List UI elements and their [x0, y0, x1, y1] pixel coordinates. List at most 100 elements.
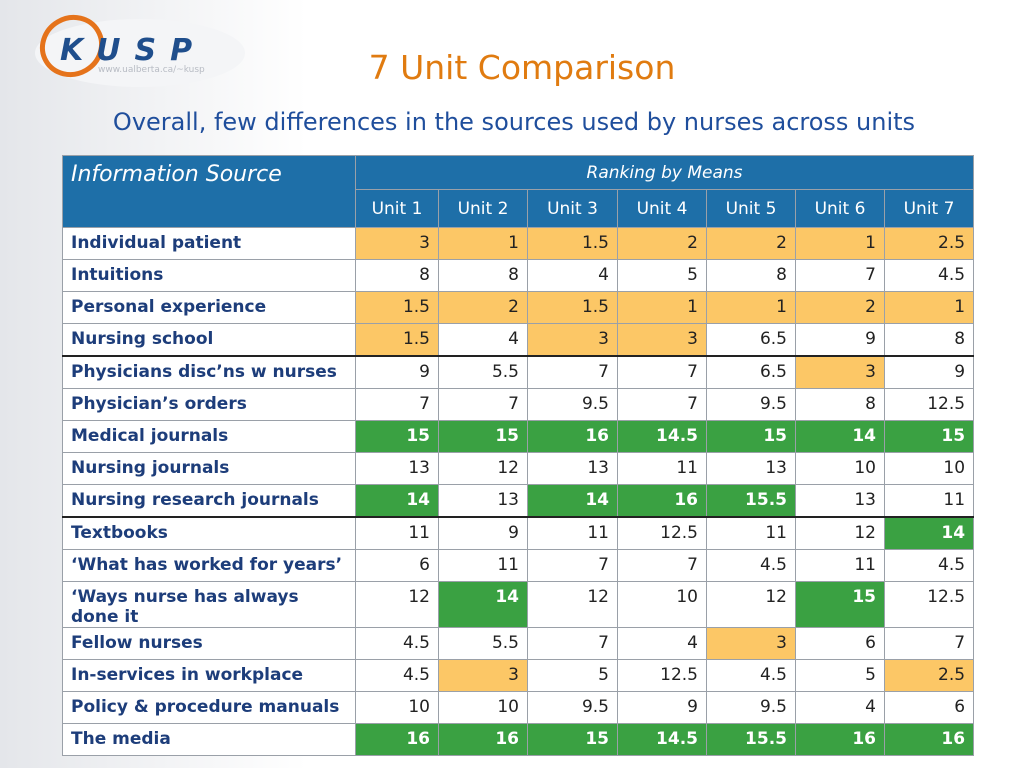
rank-cell: 16 [617, 484, 707, 518]
rank-cell: 9.5 [706, 388, 796, 421]
source-label: Individual patient [62, 227, 356, 260]
rank-cell: 5 [795, 659, 885, 692]
rank-cell: 9.5 [527, 691, 618, 724]
rank-cell: 12 [527, 581, 618, 628]
rank-cell: 6.5 [706, 323, 796, 357]
rank-cell: 11 [527, 516, 618, 550]
rank-cell: 7 [617, 355, 707, 389]
rank-cell: 7 [883, 627, 975, 660]
rank-cell: 4.5 [706, 549, 796, 582]
rank-cell: 10 [795, 452, 885, 485]
rank-cell: 14 [438, 581, 528, 628]
rank-cell: 4.5 [355, 627, 439, 660]
rank-cell: 2 [617, 227, 707, 260]
logo-url: www.ualberta.ca/~kusp [98, 65, 205, 75]
table-row: Individual patient 3 1 1.5 2 2 1 2.5 [62, 227, 975, 260]
source-label: Physician’s orders [62, 388, 356, 421]
source-label: Nursing research journals [62, 484, 356, 518]
rank-cell: 5 [527, 659, 618, 692]
rank-cell: 15 [355, 420, 439, 453]
rank-cell: 14 [527, 484, 618, 518]
rank-cell: 15.5 [706, 484, 796, 518]
rank-cell: 16 [883, 723, 975, 756]
rank-cell: 9.5 [706, 691, 796, 724]
rank-cell: 2 [706, 227, 796, 260]
rank-cell: 9 [883, 355, 975, 389]
logo-ring [39, 14, 105, 78]
unit-header: Unit 6 [795, 189, 885, 228]
rank-cell: 5 [617, 259, 707, 292]
table-row: Policy & procedure manuals 10 10 9.5 9 9.5 4 6 [62, 691, 975, 724]
rank-cell: 2.5 [883, 659, 975, 692]
rank-cell: 13 [795, 484, 885, 518]
source-label: ‘What has worked for years’ [62, 549, 356, 582]
rank-cell: 10 [883, 452, 975, 485]
rank-cell: 12.5 [883, 581, 975, 628]
rank-cell: 9 [617, 691, 707, 724]
rank-cell: 14 [795, 420, 885, 453]
rank-cell: 15 [438, 420, 528, 453]
rank-cell: 16 [795, 723, 885, 756]
rank-cell: 3 [527, 323, 618, 357]
rank-cell: 4 [617, 627, 707, 660]
table-row: Textbooks 11 9 11 12.5 11 12 14 [62, 516, 975, 550]
source-label: Textbooks [62, 516, 356, 550]
rank-cell: 7 [795, 259, 885, 292]
rank-cell: 8 [706, 259, 796, 292]
rank-cell: 15 [706, 420, 796, 453]
rank-cell: 12 [795, 516, 885, 550]
rank-cell: 1 [706, 291, 796, 324]
rank-cell: 13 [706, 452, 796, 485]
logo: KUSP www.ualberta.ca/~kusp [35, 14, 245, 87]
table-row: The media 16 16 15 14.5 15.5 16 16 [62, 723, 975, 756]
rank-cell: 1 [795, 227, 885, 260]
unit-header: Unit 1 [355, 189, 439, 228]
group-header: Ranking by Means [354, 155, 975, 190]
rank-cell: 7 [617, 549, 707, 582]
unit-header: Unit 5 [706, 189, 796, 228]
rank-cell: 11 [795, 549, 885, 582]
rank-cell: 6 [355, 549, 439, 582]
rank-cell: 11 [706, 516, 796, 550]
rank-cell: 2 [795, 291, 885, 324]
rank-cell: 14 [355, 484, 439, 518]
rank-cell: 9 [355, 355, 439, 389]
rank-cell: 9 [438, 516, 528, 550]
source-label: In-services in workplace [62, 659, 356, 692]
rank-cell: 3 [617, 323, 707, 357]
rank-cell: 10 [438, 691, 528, 724]
rank-cell: 4.5 [355, 659, 439, 692]
rank-cell: 15 [883, 420, 975, 453]
subtitle: Overall, few differences in the sources … [112, 108, 916, 136]
table-row: Fellow nurses 4.5 5.5 7 4 3 6 7 [62, 627, 975, 660]
rank-cell: 16 [527, 420, 618, 453]
rank-cell: 4.5 [883, 549, 975, 582]
rank-cell: 4.5 [883, 259, 975, 292]
rank-cell: 15 [527, 723, 618, 756]
source-header: Information Source [62, 155, 356, 228]
rank-cell: 12 [355, 581, 439, 628]
unit-header: Unit 3 [527, 189, 618, 228]
rank-cell: 8 [438, 259, 528, 292]
source-label: Personal experience [62, 291, 356, 324]
source-label: Medical journals [62, 420, 356, 453]
table-row: ‘What has worked for years’ 6 11 7 7 4.5 11 4.5 [62, 549, 975, 582]
rank-cell: 5.5 [438, 627, 528, 660]
rank-cell: 12.5 [883, 388, 975, 421]
rank-cell: 7 [527, 355, 618, 389]
rank-cell: 7 [527, 549, 618, 582]
rank-cell: 16 [438, 723, 528, 756]
table-row: Nursing school 1.5 4 3 3 6.5 9 8 [62, 323, 975, 357]
source-label: The media [62, 723, 356, 756]
table-row: Nursing journals 13 12 13 11 13 10 10 [62, 452, 975, 485]
rank-cell: 14 [883, 516, 975, 550]
table-row: In-services in workplace 4.5 3 5 12.5 4.5 5 2.5 [62, 659, 975, 692]
rank-cell: 4.5 [706, 659, 796, 692]
rank-cell: 8 [883, 323, 975, 357]
rank-cell: 12 [438, 452, 528, 485]
logo-name: KUSP [60, 33, 206, 68]
table-row: Medical journals 15 15 16 14.5 15 14 15 [62, 420, 975, 453]
rank-cell: 15.5 [706, 723, 796, 756]
rank-cell: 6 [883, 691, 975, 724]
table-row: Personal experience 1.5 2 1.5 1 1 2 1 [62, 291, 975, 324]
